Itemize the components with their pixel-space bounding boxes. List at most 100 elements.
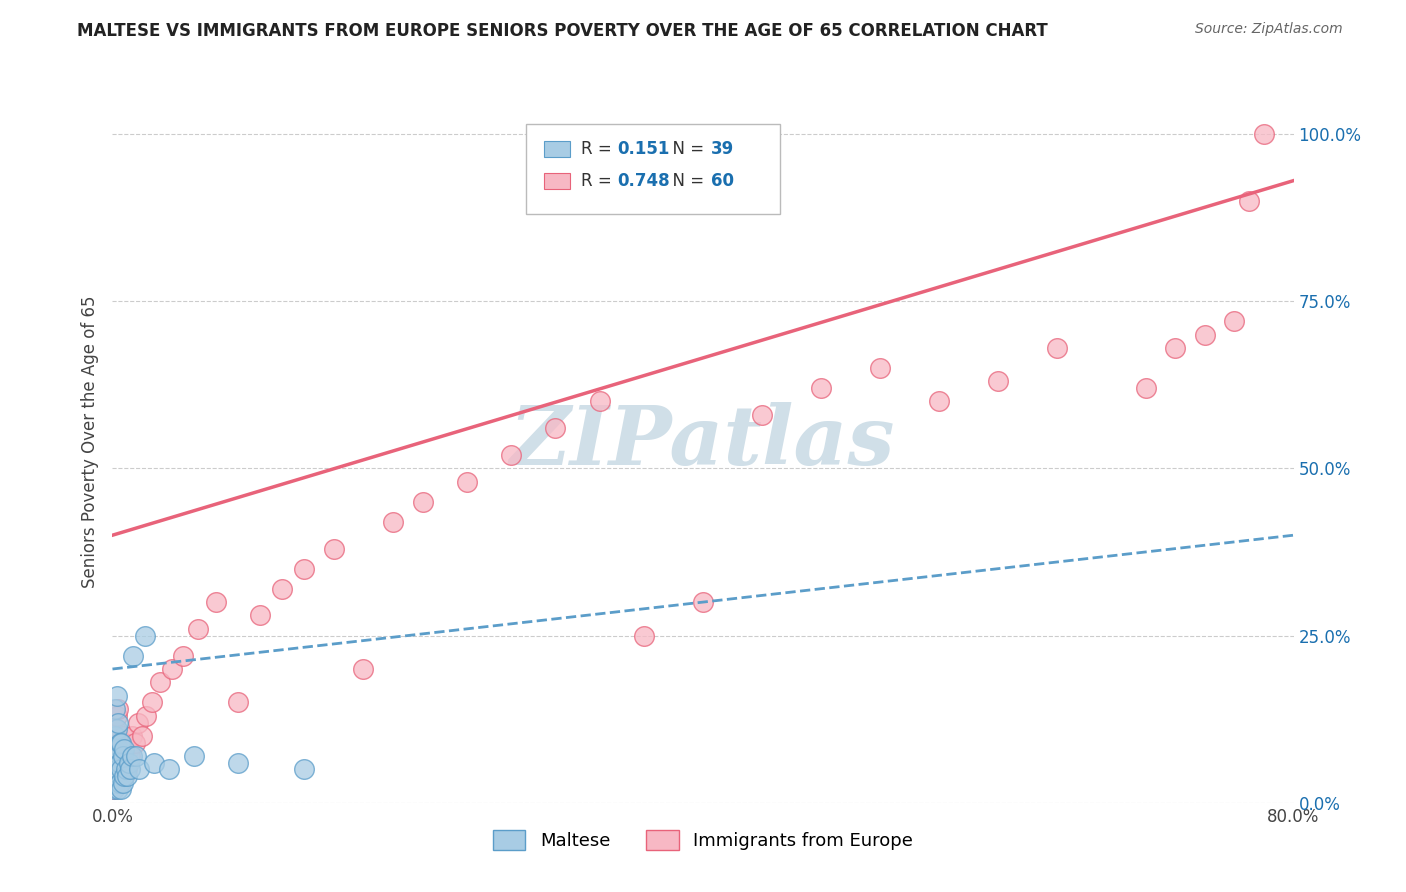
Point [110,735,132,749]
Point [127,715,149,730]
Point [249,608,271,623]
Point [160,662,183,676]
Point [128,762,150,776]
Point [112,769,135,783]
Point [103,782,125,797]
Point [928,394,950,409]
Point [114,756,136,770]
Point [104,776,127,790]
Point [131,729,153,743]
Text: N =: N = [662,172,709,190]
Text: 0.151: 0.151 [617,140,669,158]
Point [1135,381,1157,395]
Point [104,776,127,790]
Point [323,541,346,556]
Point [120,749,142,764]
Point [108,756,131,770]
Text: ZIPatlas: ZIPatlas [510,401,896,482]
Point [105,723,128,737]
Point [111,729,134,743]
Point [104,702,127,716]
Point [112,735,135,749]
Point [117,762,138,776]
Point [107,702,129,716]
Point [107,762,129,776]
Point [105,769,128,783]
Point [112,742,135,756]
Text: 39: 39 [711,140,734,158]
Point [103,762,125,776]
Point [110,769,132,783]
Text: R =: R = [581,172,617,190]
Point [110,762,132,776]
Point [125,749,148,764]
Point [124,735,146,749]
Point [142,756,165,770]
Point [1253,127,1275,141]
Point [172,648,194,663]
Text: 0.748: 0.748 [617,172,669,190]
Point [108,776,131,790]
Point [226,756,249,770]
Legend: Maltese, Immigrants from Europe: Maltese, Immigrants from Europe [484,821,922,859]
Point [103,756,125,770]
Point [633,628,655,642]
Point [110,735,132,749]
Point [107,762,129,776]
Point [108,735,131,749]
Point [103,742,125,756]
Point [112,769,135,783]
Point [1164,341,1187,355]
Point [117,769,138,783]
Point [107,742,129,756]
Point [692,595,714,609]
Point [107,715,129,730]
Point [114,762,136,776]
Point [1223,314,1246,328]
Point [121,749,143,764]
Text: 60: 60 [711,172,734,190]
Point [987,375,1010,389]
Bar [544,173,569,189]
Point [110,782,132,797]
Point [226,696,249,710]
Text: Source: ZipAtlas.com: Source: ZipAtlas.com [1195,22,1343,37]
Point [105,769,128,783]
Point [111,762,134,776]
Point [105,708,128,723]
Point [104,723,127,737]
Text: N =: N = [662,140,709,158]
Point [411,494,433,508]
Point [1046,341,1069,355]
Point [810,381,832,395]
Y-axis label: Seniors Poverty Over the Age of 65: Seniors Poverty Over the Age of 65 [80,295,98,588]
Point [104,729,127,743]
Point [103,782,125,797]
Point [118,756,141,770]
Point [382,515,405,529]
Point [118,742,141,756]
Point [122,648,145,663]
Point [120,762,142,776]
Point [588,394,610,409]
Point [1239,194,1261,208]
FancyBboxPatch shape [526,124,780,214]
Text: R =: R = [581,140,617,158]
Point [108,776,131,790]
Point [352,662,374,676]
Bar [544,141,569,157]
Point [111,776,134,790]
Point [104,749,127,764]
Point [121,729,143,743]
Point [107,735,129,749]
Point [292,562,315,576]
Point [111,749,134,764]
Point [456,475,478,489]
Point [104,756,127,770]
Point [105,749,128,764]
Point [187,622,209,636]
Point [134,628,156,642]
Point [157,762,180,776]
Point [108,742,131,756]
Point [501,448,523,462]
